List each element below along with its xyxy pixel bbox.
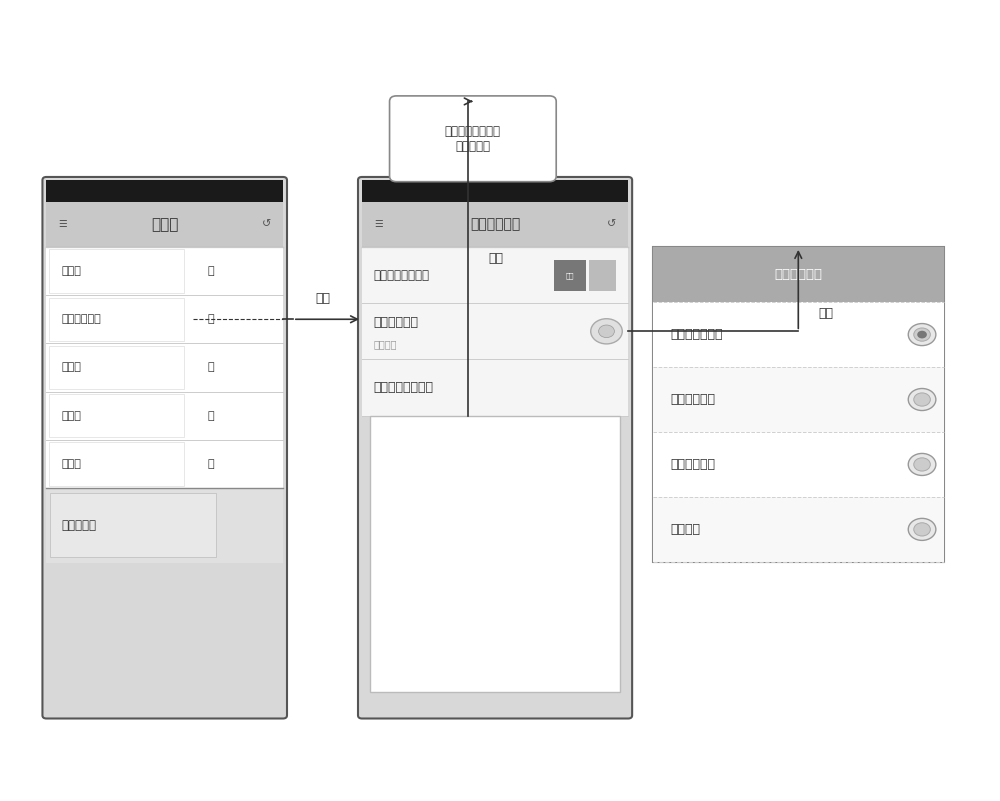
- Text: 您: 您: [207, 362, 214, 372]
- Text: 根据分组生成: 根据分组生成: [671, 393, 716, 406]
- Bar: [653, 247, 944, 562]
- Text: 菜单项: 菜单项: [61, 266, 81, 276]
- Bar: [362, 360, 628, 416]
- Text: 根据归属地生成: 根据归属地生成: [671, 328, 723, 341]
- Circle shape: [908, 324, 936, 345]
- Text: ↺: ↺: [262, 219, 271, 229]
- Text: 进入应用商城的主
题下载列表: 进入应用商城的主 题下载列表: [445, 125, 501, 153]
- Bar: [46, 440, 283, 488]
- Bar: [46, 180, 283, 202]
- Text: 您: 您: [207, 314, 214, 324]
- Text: ☰: ☰: [374, 219, 383, 229]
- Text: 点击: 点击: [315, 292, 330, 305]
- Bar: [46, 296, 283, 344]
- Text: 点击: 点击: [818, 307, 833, 320]
- Text: 联系人: 联系人: [151, 217, 178, 231]
- Text: 您: 您: [207, 459, 214, 469]
- Bar: [589, 260, 616, 291]
- Circle shape: [591, 319, 622, 344]
- Circle shape: [914, 523, 930, 536]
- Bar: [49, 346, 184, 389]
- Text: 自动生成默认头像: 自动生成默认头像: [374, 268, 430, 282]
- Text: 联系人名称: 联系人名称: [61, 519, 96, 532]
- Bar: [46, 247, 283, 296]
- Circle shape: [908, 453, 936, 476]
- Bar: [49, 249, 184, 293]
- Text: 随机主题: 随机主题: [671, 523, 701, 536]
- Text: 菜单项: 菜单项: [61, 411, 81, 421]
- Text: 根据公司生成: 根据公司生成: [671, 458, 716, 471]
- Bar: [362, 247, 628, 304]
- Bar: [50, 493, 216, 557]
- Text: 默认风格: 默认风格: [374, 339, 397, 348]
- Bar: [49, 442, 184, 485]
- Text: ↺: ↺: [607, 219, 616, 229]
- Bar: [653, 497, 944, 562]
- Bar: [370, 416, 620, 692]
- Circle shape: [599, 325, 614, 337]
- Bar: [653, 247, 944, 302]
- Text: ☰: ☰: [58, 219, 67, 229]
- Text: 菜单项: 菜单项: [61, 362, 81, 372]
- Bar: [46, 392, 283, 440]
- Text: 菜单项: 菜单项: [61, 459, 81, 469]
- Bar: [46, 202, 283, 247]
- Bar: [653, 432, 944, 497]
- Bar: [46, 488, 283, 563]
- Text: 默认头像设置: 默认头像设置: [470, 217, 520, 231]
- FancyBboxPatch shape: [390, 96, 556, 182]
- Circle shape: [917, 331, 927, 339]
- Text: 点击: 点击: [488, 252, 503, 265]
- Bar: [362, 304, 628, 360]
- Text: 您: 您: [207, 411, 214, 421]
- Circle shape: [914, 393, 930, 406]
- Text: 您: 您: [207, 266, 214, 276]
- Text: 开启: 开启: [566, 272, 574, 279]
- Circle shape: [908, 518, 936, 541]
- Bar: [49, 297, 184, 341]
- Circle shape: [914, 328, 930, 341]
- Bar: [554, 260, 586, 291]
- Text: 头像生成方式: 头像生成方式: [374, 316, 419, 329]
- Bar: [653, 367, 944, 432]
- FancyBboxPatch shape: [42, 177, 287, 718]
- Bar: [46, 563, 283, 715]
- Text: 下载更多主题头像: 下载更多主题头像: [374, 381, 434, 394]
- Text: 默认头像设置: 默认头像设置: [61, 314, 101, 324]
- Bar: [49, 394, 184, 437]
- FancyBboxPatch shape: [358, 177, 632, 718]
- Circle shape: [914, 458, 930, 471]
- Bar: [362, 202, 628, 247]
- Bar: [653, 302, 944, 367]
- Bar: [362, 180, 628, 202]
- Text: 头像生成方式: 头像生成方式: [774, 268, 822, 281]
- Circle shape: [908, 388, 936, 411]
- Bar: [46, 344, 283, 392]
